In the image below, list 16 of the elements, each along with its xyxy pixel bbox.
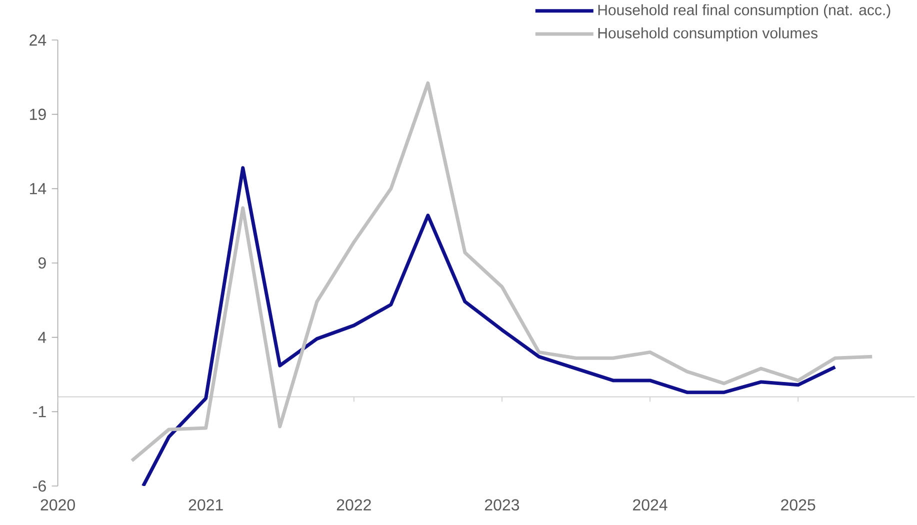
- y-tick-label: 9: [38, 257, 46, 269]
- x-tick-label: 2020: [40, 499, 75, 511]
- legend-label: Household real final consumption (nat. acc.): [598, 4, 890, 18]
- x-tick-label: 2025: [781, 499, 816, 511]
- x-tick-label: 2024: [633, 499, 668, 511]
- y-tick-label: 4: [38, 332, 46, 343]
- y-tick-label: 19: [30, 108, 46, 120]
- x-tick-label: 2022: [336, 499, 371, 511]
- x-tick-label: 2021: [188, 499, 223, 511]
- y-tick-label: 14: [30, 183, 46, 194]
- y-tick-label: 24: [30, 34, 46, 46]
- legend-label: Household consumption volumes: [598, 27, 818, 42]
- y-tick-label: -6: [33, 480, 46, 492]
- y-tick-label: -1: [33, 406, 46, 418]
- line-series: [141, 166, 837, 486]
- x-tick-label: 2023: [484, 499, 520, 511]
